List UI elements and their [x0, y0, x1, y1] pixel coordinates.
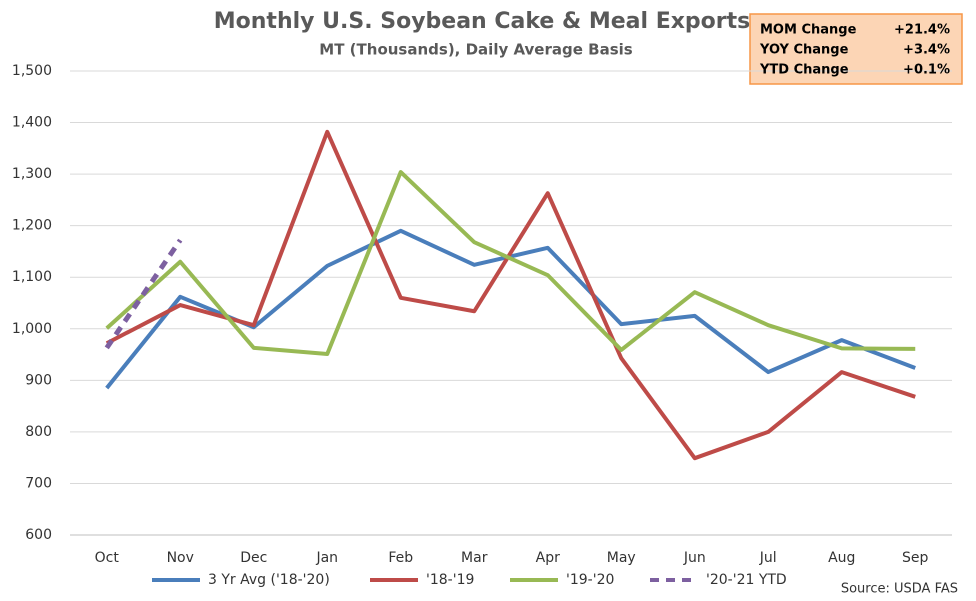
chart-subtitle: MT (Thousands), Daily Average Basis — [319, 41, 632, 59]
legend-label: '18-'19 — [426, 572, 474, 588]
line-series — [105, 170, 916, 357]
x-tick-label: Sep — [902, 550, 929, 566]
info-value: +0.1% — [903, 63, 950, 78]
x-tick-label: Apr — [536, 550, 560, 566]
info-value: +21.4% — [894, 23, 950, 38]
x-tick-label: Oct — [95, 550, 120, 566]
x-tick-label: Dec — [240, 550, 267, 566]
info-label: YOY Change — [759, 43, 849, 58]
y-tick-label: 800 — [25, 424, 52, 440]
info-label: YTD Change — [759, 63, 849, 78]
info-value: +3.4% — [903, 43, 950, 58]
x-tick-label: Aug — [828, 550, 855, 566]
y-tick-label: 600 — [25, 527, 52, 543]
info-box — [749, 13, 963, 85]
y-tick-label: 1,000 — [12, 321, 52, 337]
y-tick-label: 1,300 — [12, 166, 52, 182]
y-tick-label: 1,100 — [12, 269, 52, 285]
line-series — [105, 129, 916, 461]
x-tick-label: Mar — [461, 550, 488, 566]
y-tick-label: 700 — [25, 475, 52, 491]
legend-label: 3 Yr Avg ('18-'20) — [208, 572, 330, 588]
info-label: MOM Change — [760, 23, 857, 38]
y-tick-label: 900 — [25, 372, 52, 388]
x-tick-label: Jun — [683, 550, 706, 566]
x-tick-label: Nov — [167, 550, 194, 566]
y-tick-label: 1,200 — [12, 218, 52, 234]
y-tick-label: 1,500 — [12, 63, 52, 79]
chart-title: Monthly U.S. Soybean Cake & Meal Exports — [214, 9, 750, 34]
source: Source: USDA FAS — [841, 582, 958, 597]
y-tick-label: 1,400 — [12, 115, 52, 131]
legend-label: '19-'20 — [566, 572, 614, 588]
x-tick-label: May — [607, 550, 636, 566]
line-series — [104, 238, 183, 350]
x-tick-label: Jul — [759, 550, 777, 566]
x-tick-label: Feb — [388, 550, 413, 566]
x-tick-label: Jan — [315, 550, 338, 566]
legend-label: '20-'21 YTD — [706, 572, 787, 588]
